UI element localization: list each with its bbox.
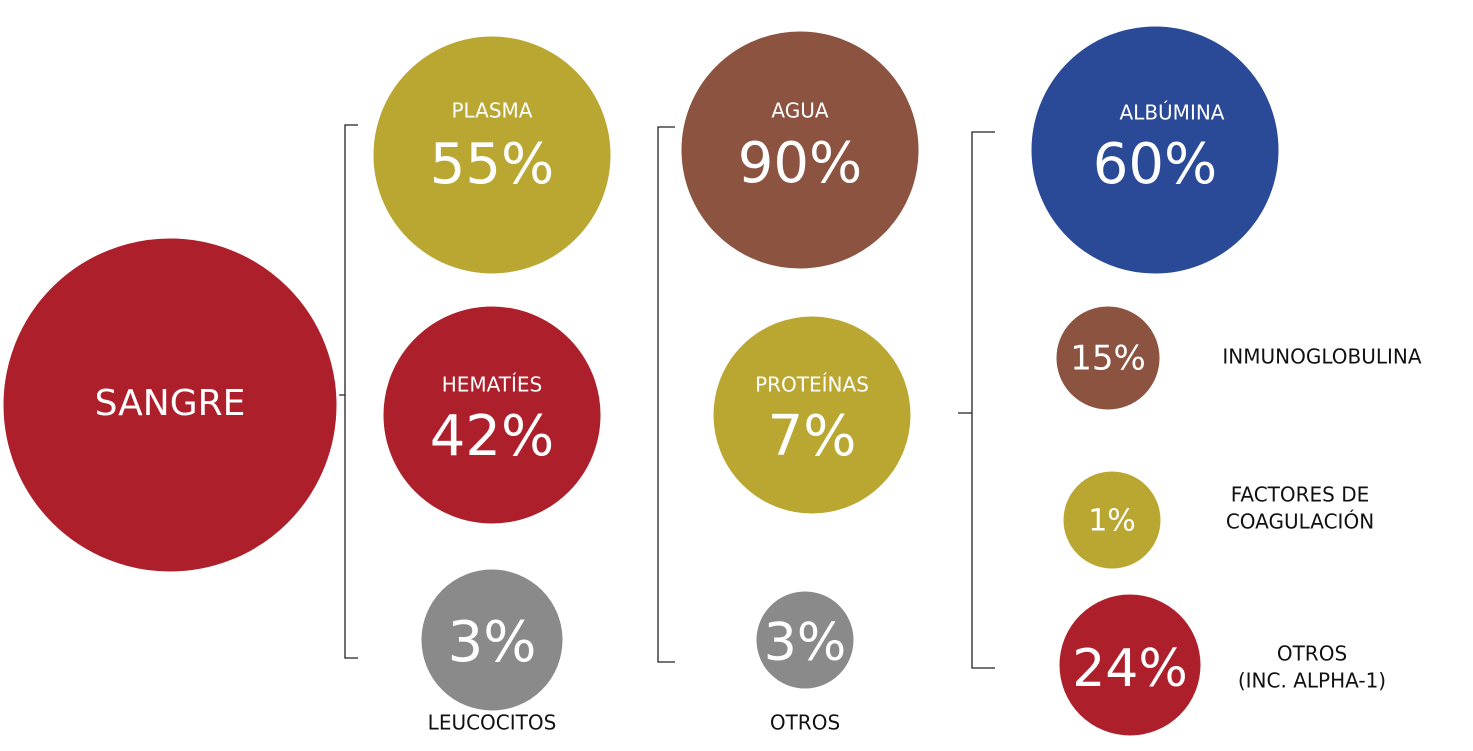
node-value: 3% (448, 610, 537, 675)
node-label: AGUA (771, 99, 828, 123)
node-label: ALBÚMINA (1120, 101, 1225, 125)
node-circle (1028, 23, 1282, 277)
node-label: FACTORES DE (1231, 483, 1370, 507)
node-value: 7% (768, 404, 857, 469)
node-value: 42% (430, 404, 554, 469)
node-value: 60% (1093, 132, 1217, 197)
node-value: 24% (1072, 639, 1188, 699)
node-circle (370, 33, 614, 277)
node-label: HEMATÍES (442, 373, 543, 397)
node-circle (380, 303, 604, 527)
node-circle (678, 28, 922, 272)
node-circle (753, 588, 857, 692)
node-circle (1060, 468, 1164, 572)
node-label: (INC. ALPHA-1) (1238, 669, 1386, 693)
node-label: COAGULACIÓN (1226, 510, 1374, 534)
node-label: OTROS (1277, 642, 1347, 666)
node-value: 3% (764, 613, 847, 673)
node-value: 15% (1070, 339, 1146, 379)
node-circle (0, 235, 340, 575)
node-label: PROTEÍNAS (755, 373, 869, 397)
node-label: INMUNOGLOBULINA (1222, 345, 1421, 369)
node-label: OTROS (770, 711, 840, 735)
node-label: LEUCOCITOS (428, 711, 557, 735)
node-circle (1053, 303, 1163, 413)
bracket (958, 131, 995, 669)
node-circle (710, 313, 914, 517)
node-label: PLASMA (452, 99, 533, 123)
node-value: 1% (1088, 504, 1136, 539)
bracket (657, 126, 675, 663)
node-label: SANGRE (95, 383, 246, 424)
node-value: 55% (430, 132, 554, 197)
node-value: 90% (738, 131, 862, 196)
node-circle (418, 566, 566, 714)
node-circle (1056, 591, 1204, 739)
